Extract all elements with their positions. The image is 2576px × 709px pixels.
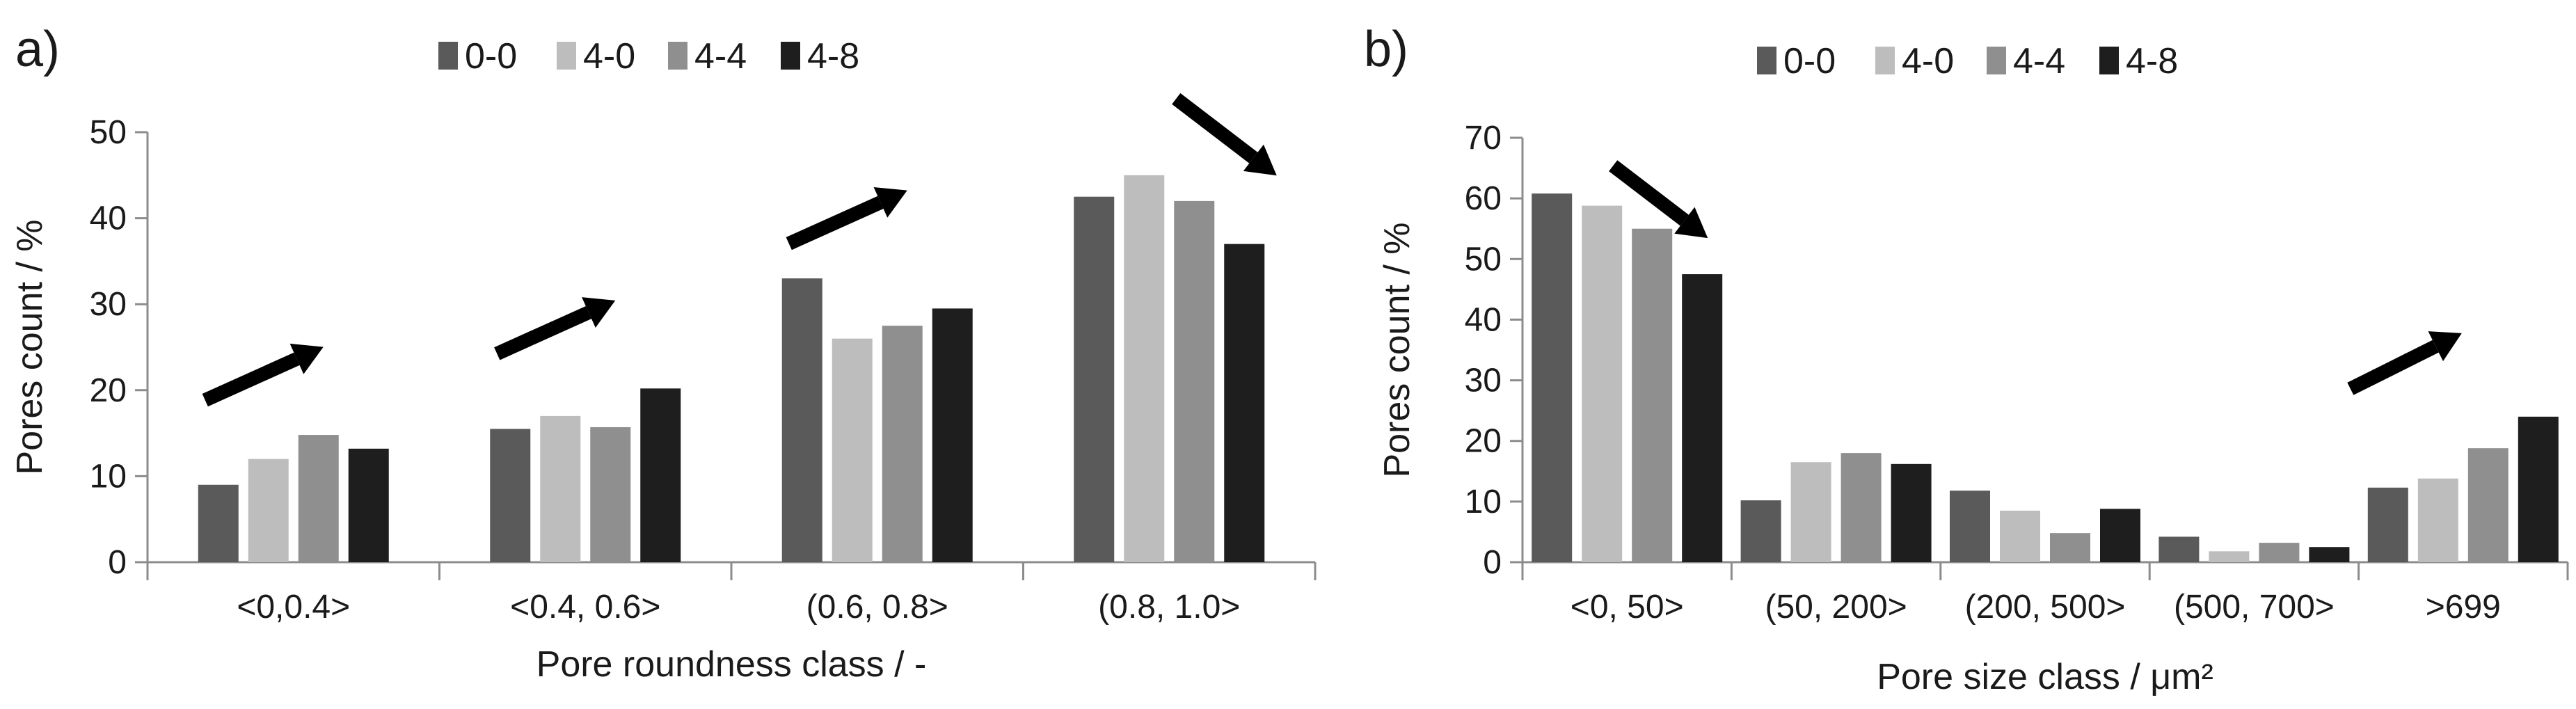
bar-4-8-2 — [2100, 509, 2140, 562]
bar-4-0-2 — [2000, 510, 2040, 562]
legend-swatch-4-4 — [1987, 47, 2006, 74]
x-tick-label: (0.8, 1.0> — [1098, 589, 1240, 626]
y-tick-label: 0 — [1483, 544, 1502, 581]
x-tick-label: <0,0.4> — [237, 589, 350, 626]
x-tick-label: (500, 700> — [2174, 589, 2335, 626]
bar-4-4-0 — [298, 435, 339, 562]
bar-4-8-0 — [348, 448, 389, 562]
bar-4-4-3 — [2259, 543, 2300, 562]
trend-arrow-down — [1172, 93, 1277, 176]
bar-0-0-3 — [2158, 536, 2200, 562]
legend-swatch-0-0 — [438, 42, 458, 70]
bar-0-0-2 — [1950, 491, 1990, 562]
bar-4-4-1 — [590, 427, 631, 562]
x-tick-label: (0.6, 0.8> — [806, 589, 948, 626]
legend-label: 4-0 — [583, 36, 635, 77]
bar-4-8-1 — [640, 388, 681, 562]
bar-4-0-1 — [540, 415, 581, 562]
bar-4-8-3 — [1224, 244, 1265, 562]
y-tick-label: 50 — [1465, 241, 1502, 278]
y-axis-title: Pores count / % — [10, 219, 50, 475]
bar-4-0-4 — [2417, 478, 2458, 562]
bar-0-0-3 — [1074, 196, 1115, 562]
bar-4-0-3 — [2209, 551, 2250, 562]
bar-4-8-4 — [2518, 416, 2559, 562]
legend: 0-0 4-0 4-4 4-8 — [1757, 41, 2178, 81]
legend-label: 4-0 — [1902, 41, 1954, 81]
y-tick-label: 40 — [90, 200, 127, 237]
x-tick-label: <0.4, 0.6> — [510, 589, 660, 626]
bar-4-8-2 — [932, 308, 973, 562]
legend-label: 0-0 — [465, 36, 517, 77]
trend-arrow-up — [2347, 331, 2462, 395]
y-tick-label: 20 — [1465, 423, 1502, 460]
y-tick-label: 0 — [108, 544, 127, 581]
x-tick-label: (200, 500> — [1965, 589, 2126, 626]
legend-label: 0-0 — [1783, 41, 1836, 81]
legend-swatch-4-0 — [1875, 47, 1895, 74]
y-tick-label: 30 — [1465, 363, 1502, 399]
legend-label: 4-4 — [694, 36, 747, 77]
y-tick-label: 50 — [90, 114, 127, 151]
chart-panel-b: b) 0 10 20 30 40 50 60 70 <0, 50> (50, 200> (200, 5… — [1364, 22, 2569, 697]
legend-swatch-0-0 — [1757, 47, 1776, 74]
y-tick-label: 40 — [1465, 301, 1502, 338]
bar-4-8-3 — [2309, 547, 2350, 562]
panel-label: b) — [1364, 22, 1408, 77]
bar-0-0-0 — [198, 484, 239, 562]
legend-label: 4-4 — [2013, 41, 2065, 81]
bar-4-0-0 — [1582, 205, 1623, 563]
bar-0-0-0 — [1532, 193, 1573, 563]
y-tick-label: 20 — [90, 372, 127, 409]
legend-swatch-4-8 — [2099, 47, 2119, 74]
bar-4-4-4 — [2467, 448, 2509, 562]
bar-4-8-1 — [1891, 463, 1932, 562]
bar-0-0-1 — [1740, 500, 1781, 562]
y-tick-label: 30 — [90, 286, 127, 323]
legend-label: 4-8 — [807, 36, 859, 77]
trend-arrow-up — [202, 343, 324, 407]
x-tick-label: >699 — [2426, 589, 2501, 626]
trend-arrow-up — [786, 186, 907, 250]
chart-panel-a: a) 0 10 20 30 40 50 <0,0.4> <0.4, 0.6> (0.6, 0.8>… — [10, 22, 1317, 685]
y-tick-label: 70 — [1465, 120, 1502, 157]
legend-swatch-4-0 — [557, 42, 576, 70]
bar-4-4-2 — [882, 326, 923, 562]
bar-4-4-2 — [2050, 533, 2090, 562]
bar-4-4-0 — [1632, 228, 1673, 562]
trend-arrow-up — [494, 297, 616, 360]
y-axis-title: Pores count / % — [1377, 222, 1417, 477]
bar-4-0-3 — [1124, 175, 1165, 563]
bar-0-0-4 — [2367, 487, 2408, 562]
legend-swatch-4-8 — [781, 42, 800, 70]
x-tick-label: (50, 200> — [1765, 589, 1907, 626]
bar-4-0-0 — [248, 459, 289, 562]
bar-4-4-1 — [1840, 453, 1882, 562]
legend-swatch-4-4 — [668, 42, 687, 70]
legend-label: 4-8 — [2126, 41, 2178, 81]
bar-0-0-1 — [490, 429, 531, 562]
x-axis-title: Pore size class / μm² — [1877, 657, 2213, 697]
bar-4-0-2 — [832, 338, 873, 562]
bar-4-0-1 — [1790, 462, 1831, 562]
y-tick-label: 60 — [1465, 180, 1502, 217]
y-tick-label: 10 — [90, 458, 127, 495]
x-tick-label: <0, 50> — [1571, 589, 1684, 626]
legend: 0-0 4-0 4-4 4-8 — [438, 36, 859, 77]
bar-0-0-2 — [781, 278, 822, 562]
bar-4-4-3 — [1174, 200, 1215, 562]
x-axis-title: Pore roundness class / - — [536, 644, 927, 685]
panel-label: a) — [15, 22, 60, 77]
trend-arrow-down — [1609, 160, 1708, 239]
bar-4-8-0 — [1682, 274, 1723, 562]
y-tick-label: 10 — [1465, 484, 1502, 520]
